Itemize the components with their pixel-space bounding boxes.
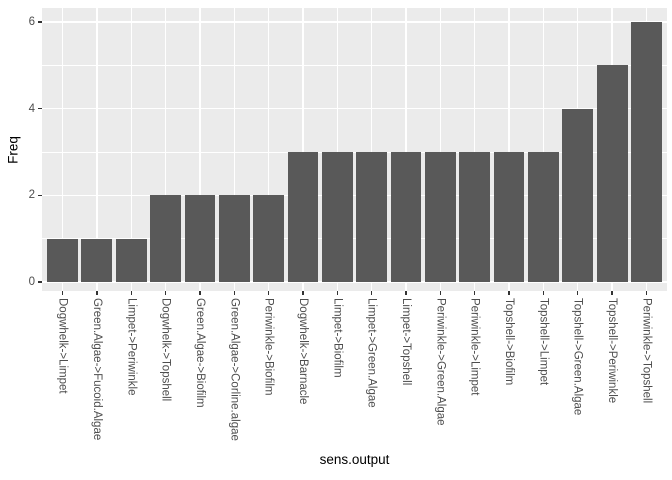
bar-Periwinkle->Topshell: [630, 22, 662, 282]
x-axis-tick: [473, 291, 476, 295]
bar-Dogwhelk->Topshell: [150, 195, 182, 282]
x-tick-label: Topshell->Limpet: [537, 298, 550, 386]
x-tick-label: Limpet->Green.Algae: [365, 298, 378, 408]
bar-Limpet->Green.Algae: [356, 152, 388, 282]
x-axis-tick: [164, 291, 167, 295]
x-tick-label: Limpet->Topshell: [400, 298, 412, 386]
vertical-gridline: [473, 8, 476, 291]
y-tick-label: 6: [28, 16, 35, 29]
x-axis-tick: [96, 291, 98, 295]
bar-Dogwhelk->Barnacle: [287, 152, 319, 282]
bar-Limpet->Periwinkle: [115, 238, 147, 282]
bar-Limpet->Topshell: [390, 152, 422, 282]
vertical-gridline: [164, 8, 167, 291]
vertical-gridline: [61, 8, 64, 291]
vertical-gridline: [336, 8, 339, 291]
vertical-gridline: [302, 8, 304, 291]
bar-Green.Algae->Biofilm: [184, 195, 216, 282]
vertical-gridline: [199, 8, 201, 291]
major-gridline: [42, 107, 667, 110]
bar-Periwinkle->Limpet: [459, 152, 491, 282]
x-tick-label: Limpet->Periwinkle: [125, 298, 138, 396]
x-tick-label: Limpet->Biofilm: [331, 298, 344, 378]
vertical-gridline: [370, 8, 373, 291]
x-axis-tick: [542, 291, 545, 295]
y-axis-tick: [38, 21, 42, 23]
vertical-gridline: [439, 8, 442, 291]
y-tick-label: 2: [28, 189, 35, 202]
x-tick-label: Topshell->Green.Algae: [571, 298, 584, 416]
bar-Topshell->Green.Algae: [562, 108, 594, 282]
minor-gridline: [42, 151, 667, 153]
x-tick-label: Periwinkle->Limpet: [468, 298, 481, 396]
x-tick-label: Topshell->Periwinkle: [606, 298, 619, 404]
vertical-gridline: [267, 8, 270, 291]
x-tick-label: Green.Algae->Corline.algae: [228, 298, 241, 441]
x-tick-label: Dogwhelk->Barnacle: [296, 298, 309, 405]
x-axis-tick: [405, 291, 407, 295]
bar-Topshell->Limpet: [527, 152, 559, 282]
x-tick-label: Dogwhelk->Limpet: [56, 298, 69, 394]
bar-Topshell->Periwinkle: [596, 65, 628, 282]
bar-Green.Algae->Fucoid.Algae: [81, 238, 113, 282]
vertical-gridline: [542, 8, 545, 291]
x-tick-label: Periwinkle->Biofilm: [262, 298, 275, 396]
x-axis-tick: [577, 291, 579, 295]
x-axis-tick: [130, 291, 132, 295]
bar-Limpet->Biofilm: [321, 152, 353, 282]
y-axis-tick: [38, 281, 42, 283]
y-axis-title: Freq: [5, 135, 21, 164]
bar-Periwinkle->Biofilm: [253, 195, 285, 282]
x-axis-tick: [645, 291, 648, 295]
y-axis-tick: [38, 107, 42, 110]
x-axis-tick: [233, 291, 235, 295]
major-gridline: [42, 281, 667, 283]
vertical-gridline: [508, 8, 510, 291]
major-gridline: [42, 194, 667, 197]
x-axis-tick: [199, 291, 201, 295]
x-axis-tick: [370, 291, 373, 295]
x-axis-tick: [267, 291, 270, 295]
y-axis-tick: [38, 194, 42, 197]
x-axis-tick: [508, 291, 510, 295]
x-tick-label: Dogwhelk->Topshell: [159, 298, 172, 402]
x-tick-label: Periwinkle->Green.Algae: [434, 298, 447, 426]
y-tick-label: 0: [28, 276, 35, 288]
x-axis-tick: [611, 291, 613, 295]
x-axis-tick: [61, 291, 64, 295]
x-axis-tick: [336, 291, 339, 295]
vertical-gridline: [130, 8, 132, 291]
x-tick-label: Green.Algae->Fucoid.Algae: [90, 298, 103, 441]
bar-Green.Algae->Corline.algae: [218, 195, 250, 282]
major-gridline: [42, 21, 667, 23]
x-tick-label: Green.Algae->Biofilm: [193, 298, 206, 408]
minor-gridline: [42, 65, 667, 66]
plot-panel: [42, 8, 667, 291]
x-tick-label: Topshell->Biofilm: [503, 298, 516, 386]
bar-Dogwhelk->Limpet: [47, 238, 79, 282]
x-axis-title: sens.output: [319, 452, 390, 467]
x-axis-tick: [302, 291, 304, 295]
bar-Topshell->Biofilm: [493, 152, 525, 282]
vertical-gridline: [405, 8, 407, 291]
bar-Periwinkle->Green.Algae: [424, 152, 456, 282]
x-axis-tick: [439, 291, 442, 295]
vertical-gridline: [96, 8, 98, 291]
x-tick-label: Periwinkle->Topshell: [640, 298, 653, 404]
y-tick-label: 4: [28, 102, 35, 115]
minor-gridline: [42, 238, 667, 239]
vertical-gridline: [233, 8, 235, 291]
